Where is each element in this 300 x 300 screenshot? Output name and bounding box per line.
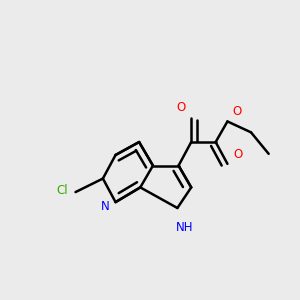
Text: O: O (233, 148, 243, 161)
Text: O: O (176, 101, 185, 114)
Text: N: N (101, 200, 110, 213)
Text: Cl: Cl (56, 184, 68, 197)
Text: O: O (233, 106, 242, 118)
Text: NH: NH (176, 221, 194, 234)
